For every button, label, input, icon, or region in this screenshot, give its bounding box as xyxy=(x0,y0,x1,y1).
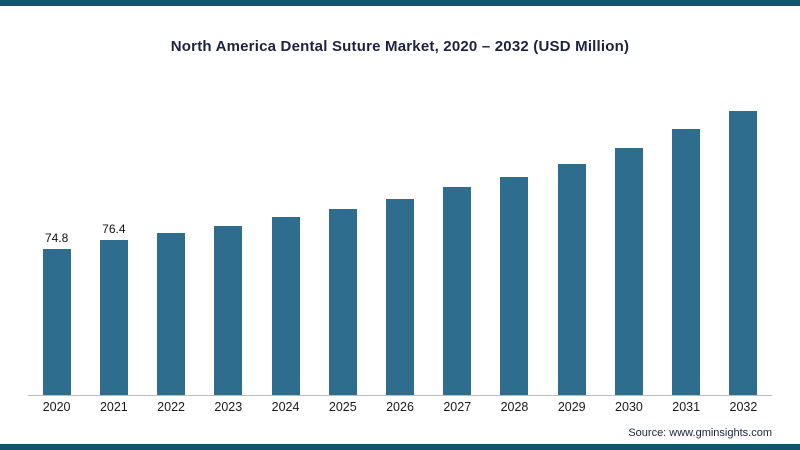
bar xyxy=(672,129,701,395)
chart-title: North America Dental Suture Market, 2020… xyxy=(170,38,630,55)
bar xyxy=(157,233,186,395)
bar-column xyxy=(543,146,600,395)
x-axis-label: 2027 xyxy=(443,400,472,414)
bar xyxy=(42,249,71,395)
bar xyxy=(214,226,243,395)
bar xyxy=(500,177,529,395)
bar-value-label: 76.4 xyxy=(102,222,126,236)
bar xyxy=(557,164,586,395)
bar-column xyxy=(371,181,428,395)
x-axis-label: 2029 xyxy=(557,400,586,414)
bar-column xyxy=(257,199,314,395)
x-axis-label: 2024 xyxy=(271,400,300,414)
bar-column xyxy=(486,159,543,395)
source-text: Source: www.gminsights.com xyxy=(628,427,772,439)
bar-column: 76.4 xyxy=(85,222,142,395)
x-axis-label: 2031 xyxy=(672,400,701,414)
x-axis-label: 2020 xyxy=(42,400,71,414)
bar xyxy=(271,217,300,395)
x-axis-label: 2025 xyxy=(328,400,357,414)
x-axis-label: 2021 xyxy=(99,400,128,414)
x-axis-labels: 2020 2021 2022 2023 2024 2025 2026 2027 2028 2029… xyxy=(28,400,772,414)
x-axis-label: 2022 xyxy=(157,400,185,414)
bar xyxy=(386,199,415,395)
bar xyxy=(729,111,758,395)
x-axis-label: 2023 xyxy=(214,400,243,414)
bar-column xyxy=(314,191,371,395)
bar xyxy=(99,240,128,395)
top-accent-strip xyxy=(0,0,800,6)
bar-column: 74.8 xyxy=(28,231,85,395)
x-axis-label: 2026 xyxy=(386,400,414,414)
bar-column xyxy=(200,208,257,395)
x-axis-label: 2030 xyxy=(615,400,643,414)
bar xyxy=(443,187,472,395)
x-axis-label: 2028 xyxy=(500,400,529,414)
bar-column xyxy=(715,93,772,395)
x-axis-label: 2032 xyxy=(729,400,758,414)
bar xyxy=(328,209,357,395)
bar-value-label: 74.8 xyxy=(44,231,69,245)
bar-column xyxy=(600,130,657,395)
bar xyxy=(614,148,643,395)
bar-column xyxy=(142,215,199,395)
bottom-accent-strip xyxy=(0,444,800,450)
bar-column xyxy=(658,111,715,395)
plot-area: 74.8 76.4 xyxy=(28,95,772,396)
bar-column xyxy=(429,169,486,395)
